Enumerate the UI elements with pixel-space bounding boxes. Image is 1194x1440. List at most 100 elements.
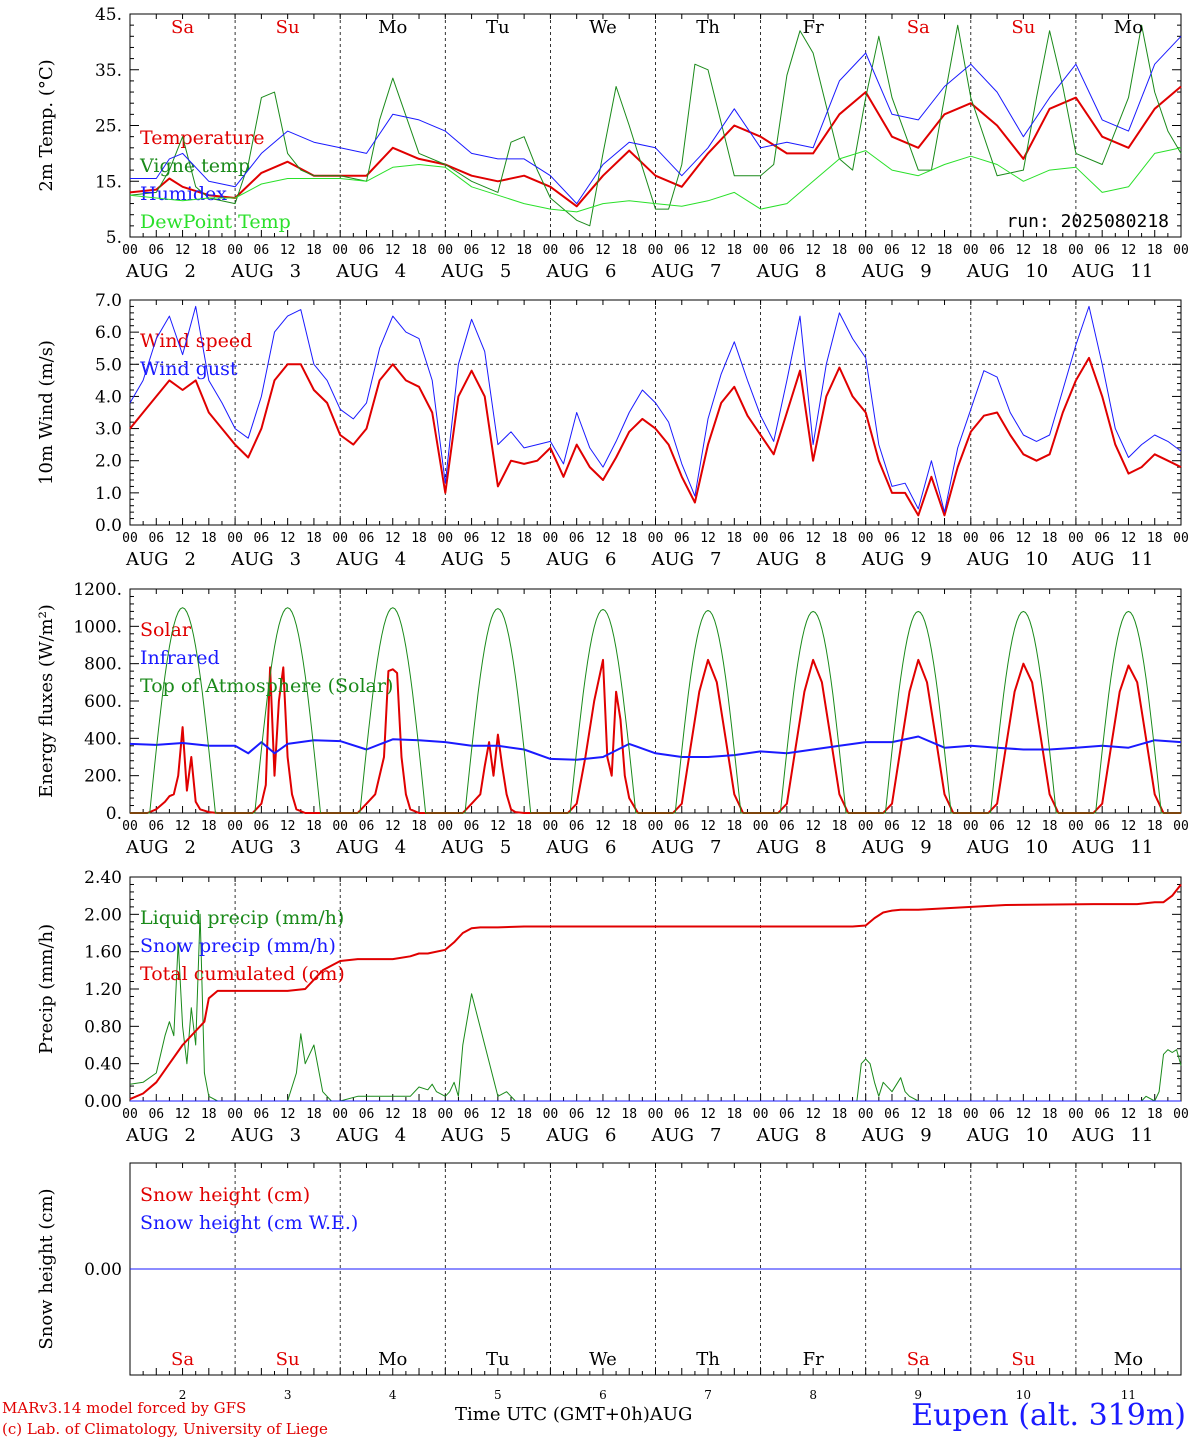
legend-entry: DewPoint Temp <box>140 211 291 233</box>
day-date-label: 5 <box>494 1388 502 1402</box>
panel-5: 0.00 Snow height (cm) Snow height (cm) Snow… <box>36 1162 1182 1402</box>
day-abbr-label: Mo <box>1114 17 1143 38</box>
date-month-label: AUG <box>966 549 1010 570</box>
hour-tick-label: 06 <box>359 819 375 834</box>
date-month-label: AUG <box>545 549 589 570</box>
hour-tick-label: 00 <box>858 819 874 834</box>
legend-entry: Temperature <box>140 127 264 149</box>
date-day-label: 8 <box>815 837 826 858</box>
day-abbr-label: Mo <box>378 1349 407 1370</box>
hour-tick-label: 18 <box>621 243 637 258</box>
hour-tick-label: 18 <box>1147 819 1163 834</box>
y-axis-label: 2m Temp. (°C) <box>36 59 57 191</box>
date-month-label: AUG <box>440 261 484 282</box>
day-date-label: 6 <box>599 1388 607 1402</box>
x-axis-title: Time UTC (GMT+0h)AUG <box>455 1404 692 1425</box>
hour-tick-label: 12 <box>175 819 191 834</box>
hour-tick-label: 00 <box>963 1107 979 1122</box>
hour-tick-label: 18 <box>516 1107 532 1122</box>
hour-tick-label: 12 <box>1121 819 1137 834</box>
date-month-label: AUG <box>861 1125 905 1146</box>
day-abbr-label: Su <box>1011 1349 1035 1370</box>
hour-tick-label: 00 <box>122 1107 138 1122</box>
hour-tick-label: 00 <box>543 1107 559 1122</box>
date-day-label: 11 <box>1130 549 1153 570</box>
hour-tick-label: 06 <box>1094 819 1110 834</box>
hour-tick-label: 06 <box>148 1107 164 1122</box>
date-month-label: AUG <box>230 549 274 570</box>
y-tick-label: 0.0 <box>95 516 122 536</box>
series-line-3 <box>130 35 1182 205</box>
hour-tick-label: 06 <box>254 819 270 834</box>
date-day-label: 4 <box>395 1125 406 1146</box>
date-month-label: AUG <box>335 549 379 570</box>
hour-tick-label: 00 <box>332 243 348 258</box>
hour-tick-label: 00 <box>1173 243 1189 258</box>
hour-tick-label: 00 <box>543 243 559 258</box>
hour-tick-label: 18 <box>832 243 848 258</box>
y-tick-label: 0.40 <box>84 1055 122 1075</box>
hour-tick-label: 12 <box>280 243 296 258</box>
hour-tick-label: 12 <box>910 819 926 834</box>
hour-tick-label: 12 <box>175 1107 191 1122</box>
hour-tick-label: 12 <box>280 819 296 834</box>
hour-tick-label: 12 <box>1121 243 1137 258</box>
hour-tick-label: 18 <box>1042 819 1058 834</box>
date-month-label: AUG <box>1071 837 1115 858</box>
hour-tick-label: 18 <box>1042 1107 1058 1122</box>
hour-tick-label: 18 <box>306 531 322 546</box>
hour-tick-label: 06 <box>779 1107 795 1122</box>
hour-tick-label: 18 <box>832 1107 848 1122</box>
date-month-label: AUG <box>335 837 379 858</box>
hour-tick-label: 18 <box>201 1107 217 1122</box>
series-line-1 <box>129 85 1182 208</box>
hour-tick-label: 18 <box>411 243 427 258</box>
day-date-label: 8 <box>809 1388 817 1402</box>
y-tick-label: 2.40 <box>84 868 122 888</box>
date-day-label: 3 <box>290 1125 301 1146</box>
date-month-label: AUG <box>440 837 484 858</box>
panel-1: 5. 15. 25. 35. 45. 2m Temp. (°C) 00 06 12 18 00 06 1… <box>36 5 1189 282</box>
date-day-label: 3 <box>290 837 301 858</box>
hour-tick-label: 00 <box>1068 819 1084 834</box>
date-day-label: 2 <box>185 1125 196 1146</box>
hour-tick-label: 12 <box>805 531 821 546</box>
hour-tick-label: 00 <box>648 243 664 258</box>
y-tick-label: 5. <box>106 228 122 248</box>
hour-tick-label: 06 <box>989 1107 1005 1122</box>
hour-tick-label: 06 <box>464 531 480 546</box>
hour-tick-label: 06 <box>359 1107 375 1122</box>
hour-tick-label: 18 <box>937 531 953 546</box>
hour-tick-label: 06 <box>569 243 585 258</box>
date-day-label: 8 <box>815 1125 826 1146</box>
panel-frame <box>129 299 1182 526</box>
hour-tick-label: 18 <box>1147 1107 1163 1122</box>
date-month-label: AUG <box>125 261 169 282</box>
date-day-label: 6 <box>605 549 616 570</box>
y-tick-label: 1000. <box>73 617 122 637</box>
date-month-label: AUG <box>1071 261 1115 282</box>
hour-tick-label: 00 <box>437 531 453 546</box>
y-tick-label: 0.00 <box>84 1260 122 1280</box>
day-date-label: 9 <box>914 1388 922 1402</box>
hour-tick-label: 18 <box>201 243 217 258</box>
date-day-label: 9 <box>920 837 931 858</box>
hour-tick-label: 18 <box>1042 243 1058 258</box>
hour-tick-label: 00 <box>963 243 979 258</box>
hour-tick-label: 06 <box>1094 243 1110 258</box>
panel-3: 0. 200. 400. 600. 800. 1000. 1200. Energy fluxe… <box>36 580 1189 858</box>
hour-tick-label: 00 <box>227 819 243 834</box>
day-date-label: 7 <box>704 1388 712 1402</box>
hour-tick-label: 00 <box>1068 531 1084 546</box>
time-axis-label: Time UTC (GMT+0h) <box>455 1404 650 1425</box>
date-day-label: 3 <box>290 549 301 570</box>
hour-tick-label: 12 <box>805 1107 821 1122</box>
date-day-label: 5 <box>500 549 511 570</box>
hour-tick-label: 06 <box>779 531 795 546</box>
legend-entry: Snow height (cm W.E.) <box>140 1212 358 1234</box>
hour-tick-label: 00 <box>122 531 138 546</box>
hour-tick-label: 00 <box>648 819 664 834</box>
legend-entry: Liquid precip (mm/h) <box>140 907 344 929</box>
date-day-label: 11 <box>1130 837 1153 858</box>
hour-tick-label: 00 <box>1068 243 1084 258</box>
